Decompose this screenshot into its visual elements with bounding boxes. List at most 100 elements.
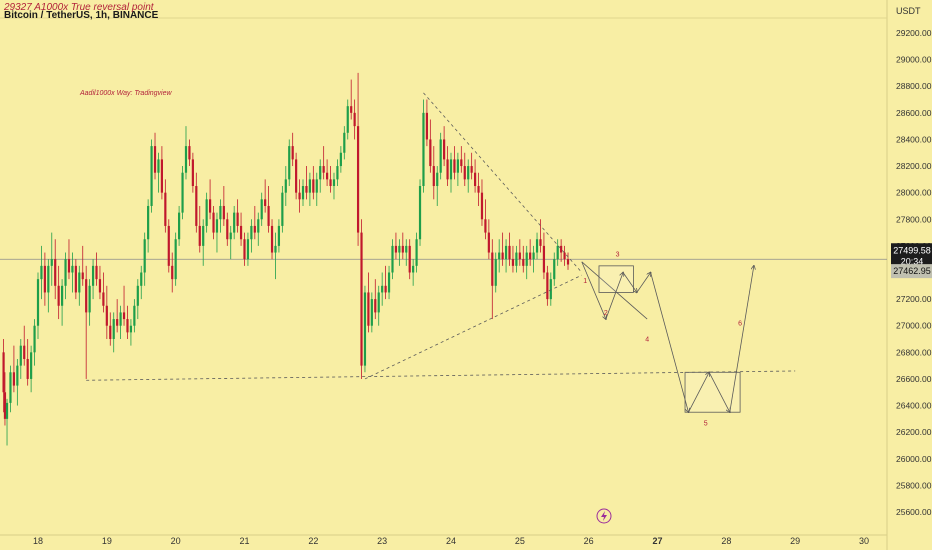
candle-body — [560, 245, 563, 253]
candle-body — [239, 225, 243, 240]
lightning-icon[interactable] — [596, 508, 612, 524]
candle-body — [529, 252, 532, 260]
candle-body — [171, 265, 174, 280]
candle-body — [250, 225, 253, 240]
candle-body — [535, 239, 539, 253]
candle-body — [387, 272, 391, 293]
candle-body — [60, 285, 64, 306]
candle-body — [546, 272, 549, 300]
candle-body — [439, 139, 442, 173]
candle-body — [274, 245, 277, 253]
projection-segment — [688, 372, 709, 413]
candle-body — [126, 319, 129, 333]
candle-body — [491, 252, 494, 286]
price-tick-label: 27800.00 — [896, 214, 932, 224]
candle-body — [212, 212, 215, 233]
candle-body — [195, 186, 198, 226]
candle-body — [215, 219, 219, 233]
candle-body — [408, 245, 411, 273]
currency-label: USDT — [896, 6, 921, 16]
candle-body — [322, 166, 325, 173]
current-price-badge — [891, 264, 932, 279]
last-price-label: 27499.58 — [893, 245, 931, 255]
candle-body — [556, 245, 559, 260]
time-tick-label: 20 — [171, 536, 181, 546]
wave-3-box — [598, 265, 634, 293]
candle-body — [226, 219, 229, 240]
candle-body — [57, 285, 60, 306]
wave-label: 3 — [616, 252, 620, 259]
price-tick-label: 26200.00 — [896, 427, 932, 437]
candle-body — [381, 285, 384, 293]
price-tick-label: 29000.00 — [896, 55, 932, 65]
candle-body — [181, 172, 184, 213]
candle-body — [511, 259, 515, 266]
candle-body — [167, 225, 170, 266]
candle-body — [98, 279, 102, 293]
candle-body — [498, 252, 501, 260]
last-price-badge — [891, 243, 932, 268]
candle-body — [542, 245, 546, 273]
candle-body — [2, 352, 5, 393]
candle-body — [257, 219, 260, 233]
candle-body — [291, 146, 294, 160]
candle-body — [95, 265, 98, 280]
candle-body — [109, 325, 112, 340]
candle-body — [9, 372, 12, 403]
candle-body — [116, 319, 119, 326]
candle-body — [319, 166, 322, 180]
candle-body — [47, 265, 50, 293]
candle-body — [391, 245, 394, 273]
resistance-extension-line — [581, 261, 648, 320]
descending-resistance-line — [423, 92, 583, 273]
time-tick-label: 30 — [859, 536, 869, 546]
candle-body — [229, 232, 232, 240]
candle-body — [477, 186, 480, 193]
candle-body — [436, 172, 439, 187]
candle-body — [219, 205, 222, 220]
candle-body — [174, 239, 177, 280]
candle-body — [515, 252, 518, 266]
candle-body — [494, 259, 497, 286]
price-tick-label: 28400.00 — [896, 134, 932, 144]
time-tick-label: 21 — [239, 536, 249, 546]
candle-body — [19, 345, 22, 366]
candle-body — [525, 252, 528, 266]
candle-body — [470, 166, 473, 173]
time-tick-label: 24 — [446, 536, 456, 546]
projection-segment — [729, 266, 754, 413]
wave-label: 5 — [704, 421, 708, 428]
time-tick-label: 26 — [584, 536, 594, 546]
candle-body — [508, 245, 511, 260]
candle-body — [160, 159, 163, 193]
candle-body — [298, 192, 301, 200]
candle-body — [122, 312, 126, 320]
candle-body — [277, 225, 281, 246]
candle-body — [484, 219, 487, 233]
price-tick-label: 29200.00 — [896, 28, 932, 38]
candle-body — [184, 146, 188, 173]
candle-body — [329, 179, 332, 187]
candle-body — [136, 285, 139, 306]
candle-body — [374, 299, 377, 313]
candle-body — [315, 179, 318, 193]
candle-body — [16, 365, 19, 386]
candle-body — [78, 272, 81, 293]
time-tick-label: 23 — [377, 536, 387, 546]
candle-body — [456, 159, 459, 173]
price-tick-label: 28800.00 — [896, 81, 932, 91]
candle-body — [67, 259, 71, 273]
candle-body — [36, 279, 40, 326]
candle-body — [253, 225, 256, 233]
wave-label: 2 — [604, 310, 608, 317]
candle-body — [102, 292, 105, 306]
candle-body — [480, 192, 484, 220]
ascending-support-line — [364, 274, 582, 380]
candle-body — [463, 166, 466, 180]
candle-body — [415, 239, 418, 266]
candle-body — [153, 146, 157, 173]
candle-body — [129, 325, 133, 333]
candle-body — [453, 159, 456, 173]
